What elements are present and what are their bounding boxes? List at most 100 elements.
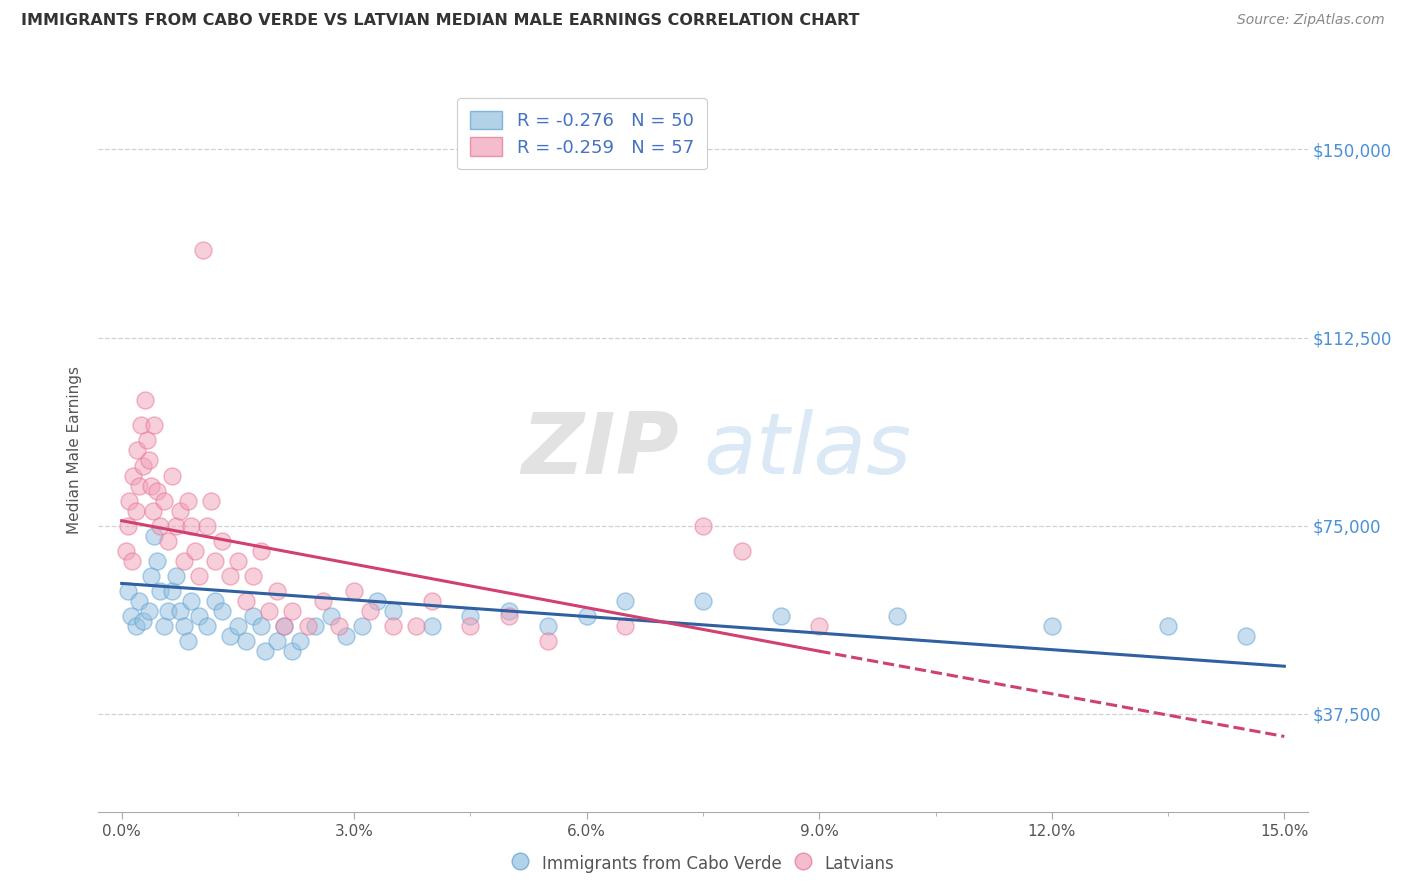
Point: [460, 609, 482, 624]
Point: [273, 619, 295, 633]
Point: [184, 543, 207, 558]
Point: [128, 594, 150, 608]
Point: [169, 604, 191, 618]
Point: [420, 594, 443, 608]
Point: [128, 478, 150, 492]
Point: [176, 634, 198, 648]
Point: [575, 609, 598, 624]
Point: [250, 543, 273, 558]
Point: [250, 619, 273, 633]
Point: [1234, 629, 1257, 643]
Point: [200, 493, 222, 508]
Point: [808, 619, 831, 633]
Point: [127, 443, 149, 458]
Point: [281, 644, 304, 658]
Legend: R = -0.276   N = 50, R = -0.259   N = 57: R = -0.276 N = 50, R = -0.259 N = 57: [457, 98, 707, 169]
Point: [614, 619, 637, 633]
Point: [180, 518, 202, 533]
Point: [153, 619, 176, 633]
Point: [204, 554, 226, 568]
Point: [288, 634, 311, 648]
Point: [328, 619, 350, 633]
Point: [692, 594, 714, 608]
Point: [498, 604, 520, 618]
Point: [124, 503, 146, 517]
Point: [226, 619, 249, 633]
Point: [120, 609, 142, 624]
Point: [614, 594, 637, 608]
Point: [191, 243, 214, 257]
Point: [149, 583, 172, 598]
Point: [498, 609, 520, 624]
Point: [138, 604, 160, 618]
Point: [281, 604, 304, 618]
Point: [157, 533, 180, 548]
Point: [366, 594, 388, 608]
Point: [138, 453, 160, 467]
Point: [136, 434, 159, 448]
Point: [254, 644, 277, 658]
Y-axis label: Median Male Earnings: Median Male Earnings: [67, 367, 83, 534]
Point: [180, 594, 202, 608]
Point: [176, 493, 198, 508]
Point: [188, 609, 211, 624]
Point: [266, 583, 288, 598]
Point: [304, 619, 326, 633]
Point: [405, 619, 427, 633]
Point: [142, 503, 165, 517]
Point: [122, 468, 145, 483]
Point: [157, 604, 180, 618]
Point: [143, 529, 166, 543]
Point: [173, 619, 195, 633]
Point: [134, 393, 156, 408]
Legend: Immigrants from Cabo Verde, Latvians: Immigrants from Cabo Verde, Latvians: [505, 847, 901, 880]
Point: [195, 518, 218, 533]
Point: [160, 583, 183, 598]
Point: [153, 493, 176, 508]
Point: [537, 634, 560, 648]
Point: [226, 554, 249, 568]
Point: [124, 619, 146, 633]
Point: [160, 468, 183, 483]
Point: [420, 619, 443, 633]
Point: [117, 518, 139, 533]
Point: [537, 619, 560, 633]
Point: [219, 569, 242, 583]
Point: [114, 543, 136, 558]
Point: [165, 518, 187, 533]
Point: [319, 609, 342, 624]
Point: [145, 483, 167, 498]
Point: [692, 518, 714, 533]
Point: [242, 609, 264, 624]
Point: [219, 629, 242, 643]
Point: [139, 569, 162, 583]
Point: [117, 583, 139, 598]
Point: [769, 609, 792, 624]
Point: [1040, 619, 1063, 633]
Point: [235, 594, 257, 608]
Point: [169, 503, 191, 517]
Point: [273, 619, 295, 633]
Point: [139, 478, 162, 492]
Point: [335, 629, 357, 643]
Point: [381, 619, 404, 633]
Point: [242, 569, 264, 583]
Point: [165, 569, 187, 583]
Point: [129, 418, 152, 433]
Point: [188, 569, 211, 583]
Text: IMMIGRANTS FROM CABO VERDE VS LATVIAN MEDIAN MALE EARNINGS CORRELATION CHART: IMMIGRANTS FROM CABO VERDE VS LATVIAN ME…: [21, 13, 859, 29]
Text: atlas: atlas: [703, 409, 911, 492]
Point: [312, 594, 335, 608]
Point: [235, 634, 257, 648]
Point: [359, 604, 381, 618]
Point: [731, 543, 754, 558]
Point: [204, 594, 226, 608]
Text: Source: ZipAtlas.com: Source: ZipAtlas.com: [1237, 13, 1385, 28]
Point: [145, 554, 167, 568]
Text: ZIP: ZIP: [522, 409, 679, 492]
Point: [211, 533, 233, 548]
Point: [350, 619, 373, 633]
Point: [143, 418, 166, 433]
Point: [297, 619, 319, 633]
Point: [1157, 619, 1180, 633]
